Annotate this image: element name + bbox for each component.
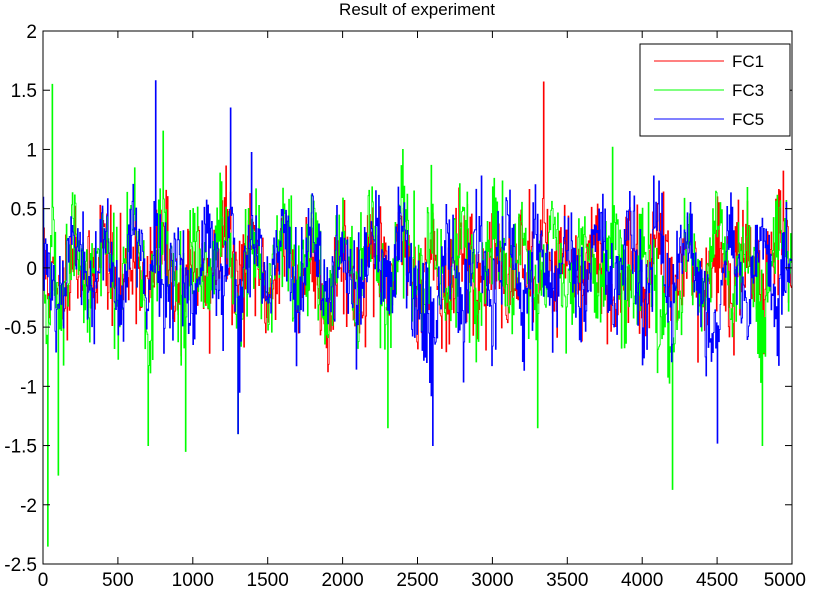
x-tick-label: 1500: [247, 570, 289, 589]
x-tick-label: 2500: [396, 570, 438, 589]
x-tick-label: 1000: [172, 570, 214, 589]
y-tick-label: -1.5: [4, 437, 37, 458]
x-tick-label: 0: [38, 570, 49, 589]
x-tick-label: 4000: [621, 570, 663, 589]
y-tick-label: -0.5: [4, 318, 37, 339]
legend: FC1 FC3 FC5: [639, 43, 791, 137]
legend-label-fc1: FC1: [732, 52, 764, 71]
y-tick-label: -1: [20, 377, 37, 398]
y-tick-label: -2.5: [4, 555, 37, 576]
legend-label-fc5: FC5: [732, 110, 764, 129]
series-line-fc5: [43, 80, 792, 447]
y-tick-label: 1.5: [11, 81, 37, 102]
plot-area: [43, 80, 792, 547]
y-axis-ticks: -2.5 -2 -1.5 -1 -0.5 0 0.5 1 1.5 2: [4, 22, 792, 576]
y-tick-label: -2: [20, 496, 37, 517]
legend-label-fc3: FC3: [732, 81, 764, 100]
x-tick-label: 5000: [764, 570, 806, 589]
x-tick-label: 4500: [696, 570, 738, 589]
y-tick-label: 0: [26, 259, 37, 280]
x-tick-label: 3000: [471, 570, 513, 589]
y-tick-label: 1: [26, 140, 37, 161]
chart-title: Result of experiment: [339, 0, 495, 19]
x-tick-label: 2000: [321, 570, 363, 589]
x-tick-label: 500: [102, 570, 134, 589]
y-tick-label: 0.5: [11, 200, 37, 221]
x-axis-ticks: 0 500 1000 1500 2000 2500 3000 3500 4000 4500 5000: [38, 31, 806, 589]
x-tick-label: 3500: [546, 570, 588, 589]
y-tick-label: 2: [26, 22, 37, 43]
series-line-fc1: [43, 81, 792, 373]
